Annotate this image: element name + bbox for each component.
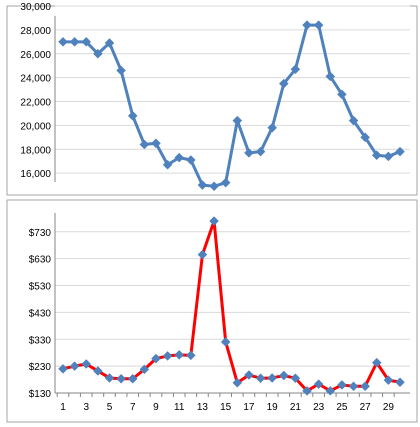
top-data-point — [209, 181, 219, 192]
bottom-data-point — [267, 373, 278, 383]
bottom-x-tick-label: 15 — [220, 402, 232, 413]
top-y-tick-label: 30,000 — [20, 2, 51, 13]
bottom-data-point — [185, 350, 196, 361]
bottom-y-tick-label: $530 — [29, 282, 52, 293]
bottom-frame — [6, 199, 418, 423]
top-data-point — [58, 36, 68, 47]
top-data-point — [93, 48, 103, 59]
bottom-x-tick-label: 7 — [130, 402, 136, 413]
bottom-data-point — [244, 370, 254, 380]
bottom-x-tick-label: 13 — [197, 402, 209, 413]
top-data-point — [81, 36, 92, 47]
top-y-tick-label: 26,000 — [20, 50, 51, 61]
bottom-data-point — [325, 385, 336, 396]
bottom-data-point — [255, 373, 266, 384]
top-data-point — [116, 65, 126, 76]
bottom-y-tick-label: $330 — [29, 335, 52, 346]
bottom-data-point — [69, 361, 80, 371]
bottom-y-tick-label: $730 — [29, 228, 52, 239]
bottom-data-point — [162, 351, 173, 361]
bottom-x-tick-label: 5 — [107, 402, 113, 413]
bottom-data-point — [348, 381, 359, 392]
top-data-point — [267, 122, 278, 133]
top-data-point — [255, 146, 266, 157]
top-data-point — [151, 138, 161, 149]
bottom-y-tick-label: $230 — [29, 362, 52, 373]
bottom-data-point — [151, 353, 161, 364]
bottom-y-tick-label: $130 — [29, 389, 52, 400]
bottom-data-point — [58, 363, 68, 374]
bottom-data-point — [302, 385, 312, 396]
bottom-x-tick-label: 11 — [174, 402, 185, 413]
bottom-data-point — [360, 381, 370, 392]
top-y-tick-label: 16,000 — [20, 169, 51, 180]
bottom-data-point — [209, 216, 219, 226]
top-y-tick-label: 28,000 — [20, 26, 51, 37]
top-data-point — [383, 151, 394, 162]
bottom-x-tick-label: 25 — [336, 402, 348, 413]
top-y-tick-label: 18,000 — [20, 145, 51, 156]
bottom-data-point — [313, 379, 324, 389]
bottom-data-point — [127, 373, 138, 384]
top-data-point — [278, 78, 289, 89]
top-data-point — [313, 20, 324, 30]
top-frame — [6, 5, 418, 196]
bottom-x-tick-label: 23 — [313, 402, 325, 413]
top-data-point — [185, 155, 196, 165]
bottom-data-point — [104, 373, 115, 383]
bottom-data-point — [174, 349, 185, 360]
top-data-point — [174, 152, 185, 163]
top-data-point — [220, 177, 231, 188]
top-series-line — [63, 23, 401, 188]
top-data-point — [360, 132, 370, 143]
bottom-data-point — [232, 377, 243, 388]
top-data-point — [244, 147, 254, 158]
bottom-data-point — [278, 370, 289, 381]
bottom-data-point — [197, 249, 208, 260]
top-y-tick-label: 20,000 — [20, 121, 51, 132]
bottom-data-point — [337, 380, 347, 390]
top-data-point — [337, 89, 347, 100]
bottom-data-point — [290, 373, 301, 384]
top-data-point — [197, 180, 208, 190]
top-data-point — [371, 150, 382, 161]
bottom-data-point — [93, 366, 103, 376]
bottom-y-tick-label: $630 — [29, 255, 52, 266]
top-y-tick-label: 24,000 — [20, 74, 51, 85]
top-data-point — [104, 38, 115, 48]
bottom-x-tick-label: 9 — [153, 402, 159, 413]
top-data-point — [302, 20, 312, 30]
top-data-point — [69, 36, 80, 47]
top-data-point — [325, 71, 336, 82]
top-data-point — [232, 115, 243, 126]
bottom-x-tick-label: 1 — [60, 402, 66, 413]
bottom-data-point — [116, 373, 126, 384]
bottom-x-tick-label: 29 — [383, 402, 395, 413]
bottom-x-tick-label: 27 — [360, 402, 372, 413]
bottom-y-tick-label: $430 — [29, 308, 52, 319]
bottom-x-tick-label: 21 — [290, 402, 302, 413]
top-data-point — [127, 110, 138, 121]
top-data-point — [348, 115, 359, 126]
bottom-data-point — [371, 357, 382, 368]
bottom-data-point — [220, 337, 231, 347]
top-data-point — [395, 146, 405, 157]
bottom-data-point — [139, 364, 150, 375]
bottom-data-point — [395, 377, 405, 388]
bottom-x-tick-label: 3 — [83, 402, 89, 413]
top-data-point — [162, 159, 173, 170]
bottom-data-point — [81, 359, 92, 369]
top-chart: 30,000 28,000 26,000 24,000 22,000 20,000 18,0… — [6, 2, 418, 196]
top-y-tick-label: 22,000 — [20, 98, 51, 109]
bottom-x-tick-label: 19 — [267, 402, 279, 413]
top-data-point — [139, 139, 150, 150]
bottom-x-tick-label: 17 — [243, 402, 255, 413]
top-data-point — [290, 64, 301, 75]
bottom-data-point — [383, 375, 394, 385]
